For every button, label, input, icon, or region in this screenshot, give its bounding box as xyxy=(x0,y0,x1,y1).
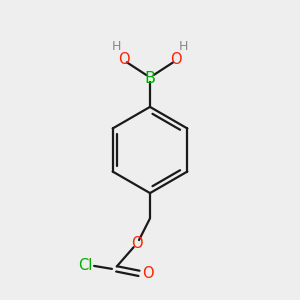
Text: Cl: Cl xyxy=(79,258,93,273)
Text: H: H xyxy=(179,40,188,53)
Text: O: O xyxy=(142,266,154,281)
Text: O: O xyxy=(131,236,142,251)
Text: O: O xyxy=(170,52,182,67)
Text: B: B xyxy=(145,71,155,86)
Text: H: H xyxy=(112,40,121,53)
Text: O: O xyxy=(118,52,130,67)
